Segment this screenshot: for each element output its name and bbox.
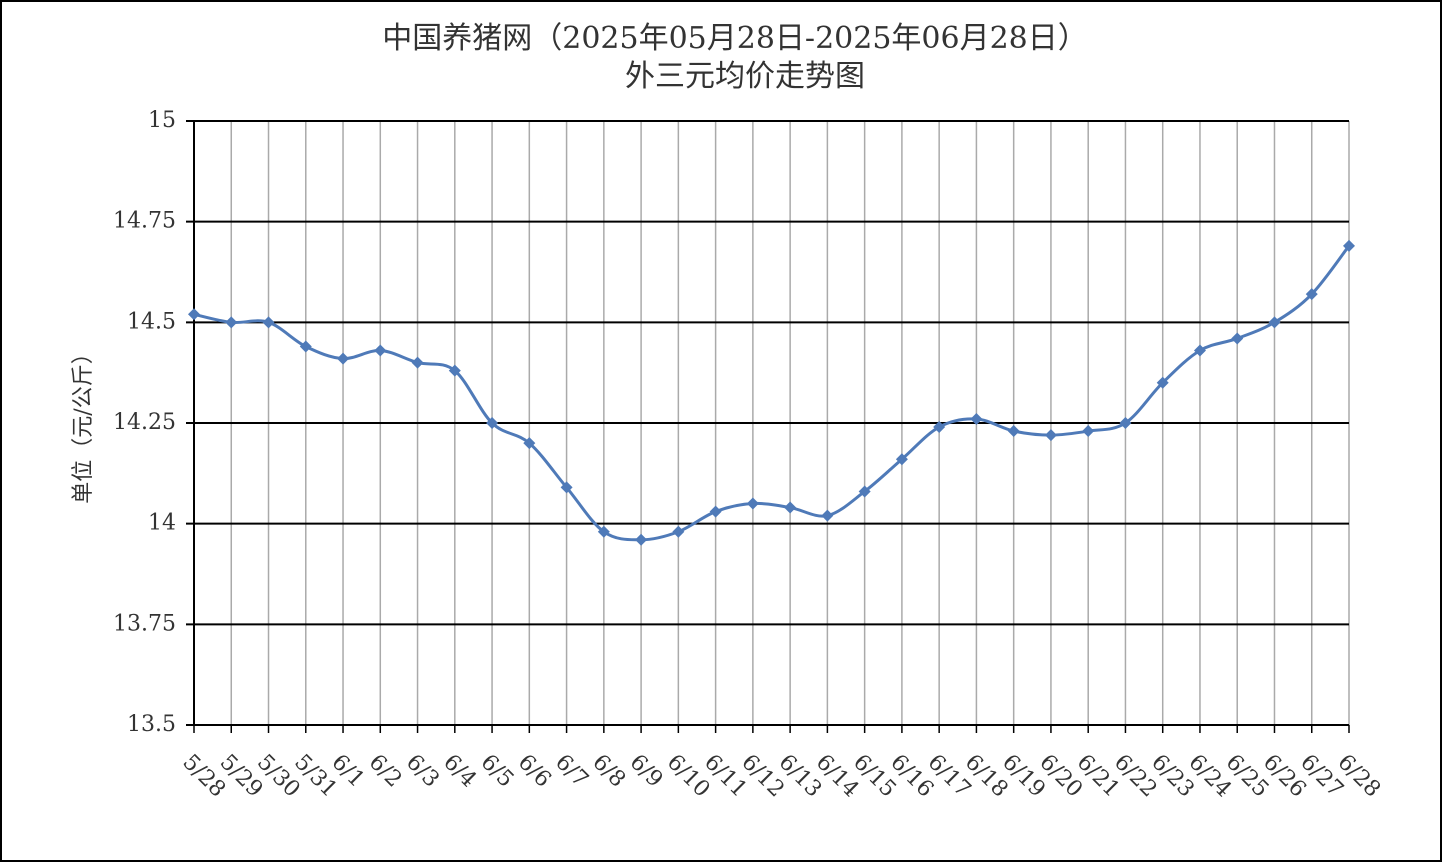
marker	[1119, 417, 1132, 429]
marker	[1044, 429, 1057, 442]
y-tick-label: 14.75	[113, 209, 176, 234]
chart-title: 中国养猪网（2025年05月28日-2025年06月28日）	[382, 21, 1088, 56]
marker	[374, 344, 387, 357]
marker	[448, 364, 461, 377]
marker	[858, 485, 871, 498]
marker	[746, 497, 759, 510]
marker	[970, 412, 983, 425]
chart-subtitle: 外三元均价走势图	[625, 59, 865, 94]
y-tick-label: 15	[148, 108, 176, 133]
y-tick-label: 14	[148, 511, 176, 536]
marker	[262, 316, 275, 329]
marker	[1156, 376, 1169, 389]
marker	[821, 509, 834, 522]
y-tick-label: 13.75	[113, 611, 176, 636]
marker	[486, 417, 499, 429]
marker	[672, 525, 685, 538]
marker	[1305, 288, 1318, 301]
marker	[1082, 425, 1095, 438]
marker	[411, 356, 424, 369]
marker	[523, 437, 536, 450]
marker	[895, 453, 908, 466]
marker	[560, 481, 573, 494]
marker	[784, 501, 797, 514]
marker	[635, 533, 648, 546]
y-tick-label: 13.5	[127, 712, 176, 737]
marker	[709, 505, 722, 518]
marker	[1007, 425, 1020, 438]
y-axis-label: 单位（元/公斤）	[71, 342, 96, 503]
y-tick-label: 14.25	[113, 410, 176, 435]
marker	[597, 525, 610, 538]
marker	[1193, 344, 1206, 357]
marker	[188, 308, 200, 321]
marker	[933, 421, 946, 434]
marker	[337, 352, 350, 365]
marker	[1343, 239, 1355, 252]
marker	[299, 340, 312, 353]
marker	[1231, 332, 1244, 345]
y-tick-label: 14.5	[127, 309, 176, 334]
marker	[1268, 316, 1281, 329]
marker	[225, 316, 238, 329]
